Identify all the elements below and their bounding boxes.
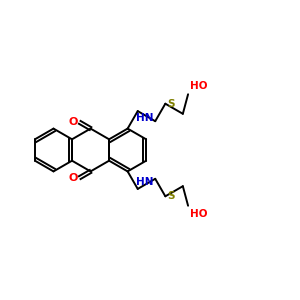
- Text: HN: HN: [136, 113, 154, 123]
- Text: HO: HO: [190, 209, 207, 219]
- Text: S: S: [167, 191, 174, 201]
- Text: O: O: [69, 172, 78, 183]
- Text: O: O: [69, 117, 78, 128]
- Text: S: S: [167, 99, 174, 109]
- Text: HO: HO: [190, 81, 207, 91]
- Text: HN: HN: [136, 177, 154, 187]
